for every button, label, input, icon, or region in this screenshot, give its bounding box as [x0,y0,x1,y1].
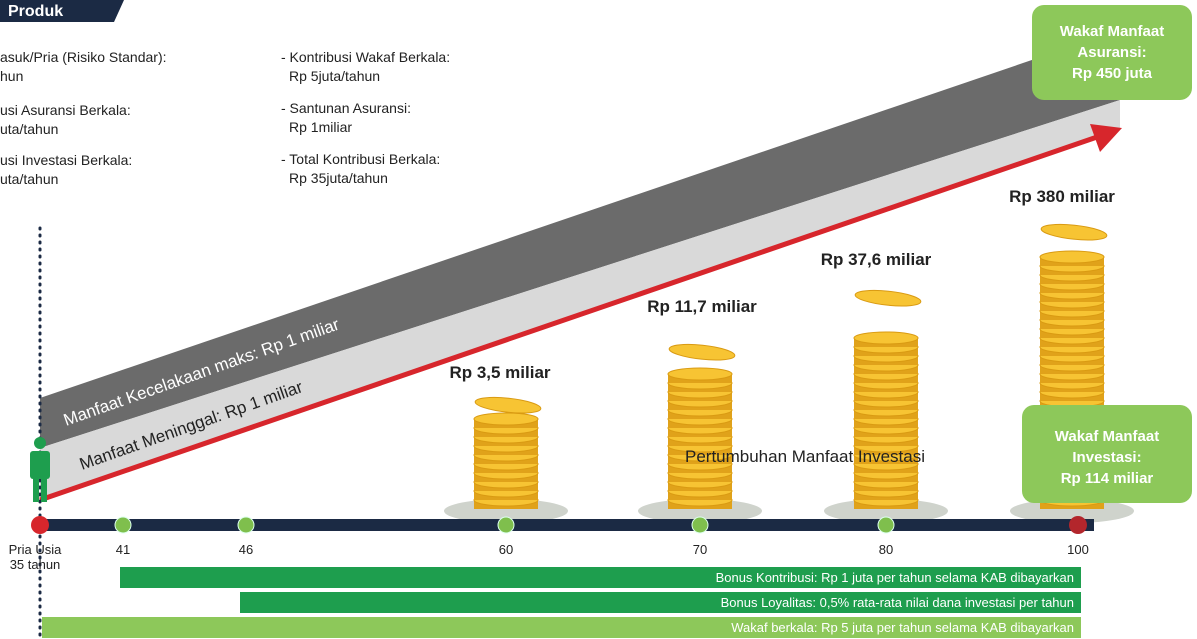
age-label: 100 [1067,542,1089,557]
coin [1040,222,1107,243]
timeline-dot [878,517,894,533]
arrow-line [40,136,1100,500]
coin [474,413,538,425]
callout-text: Rp 450 juta [1072,65,1153,82]
note: Rp 5juta/tahun [289,68,380,84]
bar-label: Bonus Kontribusi: Rp 1 juta per tahun se… [716,570,1074,585]
bar-label: Wakaf berkala: Rp 5 juta per tahun selam… [731,620,1074,635]
timeline [36,519,1094,531]
start-label: Pria Usia [9,542,63,557]
page: Produk asuk/Pria (Risiko Standar): hun u… [0,0,1197,639]
note: - Total Kontribusi Berkala: [281,151,440,167]
timeline-dot [115,517,131,533]
note: Rp 35juta/tahun [289,170,388,186]
left-note: hun [0,68,23,84]
start-label: 35 tahun [10,557,61,572]
age-label: 41 [116,542,130,557]
timeline-dot [238,517,254,533]
bar-label: Bonus Loyalitas: 0,5% rata-rata nilai da… [721,595,1074,610]
timeline-dot [498,517,514,533]
left-note: uta/tahun [0,121,58,137]
note: - Kontribusi Wakaf Berkala: [281,49,450,65]
callout-text: Rp 114 miliar [1061,470,1154,487]
note: - Santunan Asuransi: [281,100,411,116]
left-note: uta/tahun [0,171,58,187]
coin-label: Rp 37,6 miliar [821,250,932,269]
timeline-dot [1069,516,1087,534]
growth-label: Pertumbuhan Manfaat Investasi [685,447,925,466]
callout-text: Wakaf Manfaat [1060,23,1164,40]
left-note: asuk/Pria (Risiko Standar): [0,49,167,65]
coin-label: Rp 3,5 miliar [449,363,550,382]
callout-text: Wakaf Manfaat [1055,428,1159,445]
header-title: Produk [8,3,63,20]
coin [668,368,732,380]
timeline-dot [692,517,708,533]
coin [854,332,918,344]
age-label: 80 [879,542,893,557]
left-note: usi Asuransi Berkala: [0,102,131,118]
band-accident [40,30,1120,448]
left-note: usi Investasi Berkala: [0,152,132,168]
coin [668,342,735,363]
coin [1040,251,1104,263]
age-label: 70 [693,542,707,557]
age-label: 60 [499,542,513,557]
band-death [40,100,1120,500]
timeline-dot [31,516,49,534]
coin [854,288,921,309]
coin-label: Rp 380 miliar [1009,187,1115,206]
note: Rp 1miliar [289,119,352,135]
infographic: Produk asuk/Pria (Risiko Standar): hun u… [0,0,1197,639]
callout-text: Investasi: [1072,449,1141,466]
coin-label: Rp 11,7 miliar [647,297,757,316]
age-label: 46 [239,542,253,557]
callout-text: Asuransi: [1077,44,1146,61]
coin [474,395,541,416]
